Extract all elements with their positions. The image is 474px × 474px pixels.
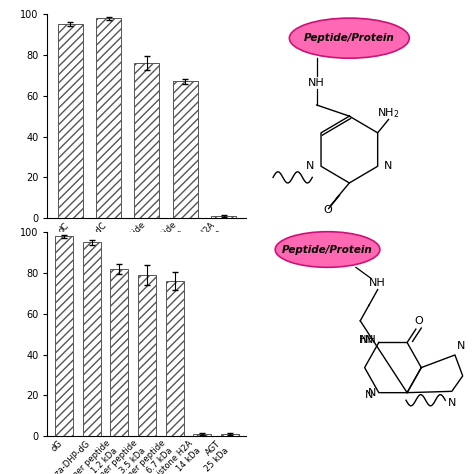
Text: N: N [457,340,465,350]
Bar [221,434,239,436]
Text: N: N [365,335,374,345]
Bar [211,216,236,218]
Bar [135,63,159,218]
Text: N: N [384,161,392,171]
Bar [82,243,100,436]
Text: H: H [359,335,367,345]
Text: NH: NH [369,278,386,288]
Bar [138,275,156,436]
Text: N: N [306,161,314,171]
Text: N: N [365,390,374,400]
Text: O: O [323,205,332,215]
Text: NH$_2$: NH$_2$ [377,106,400,120]
Text: NH: NH [308,78,325,88]
Text: Peptide/Protein: Peptide/Protein [282,245,373,255]
Bar [58,25,83,218]
Text: NH: NH [360,335,376,345]
Bar [173,82,198,218]
Text: N: N [368,388,376,398]
Bar [55,237,73,436]
Bar [110,269,128,436]
Bar [96,18,121,218]
Ellipse shape [289,18,410,58]
Text: N: N [447,398,456,408]
Bar [193,434,211,436]
Text: Peptide/Protein: Peptide/Protein [304,33,395,43]
Ellipse shape [275,232,380,267]
Bar [165,281,183,436]
Text: O: O [415,316,423,326]
